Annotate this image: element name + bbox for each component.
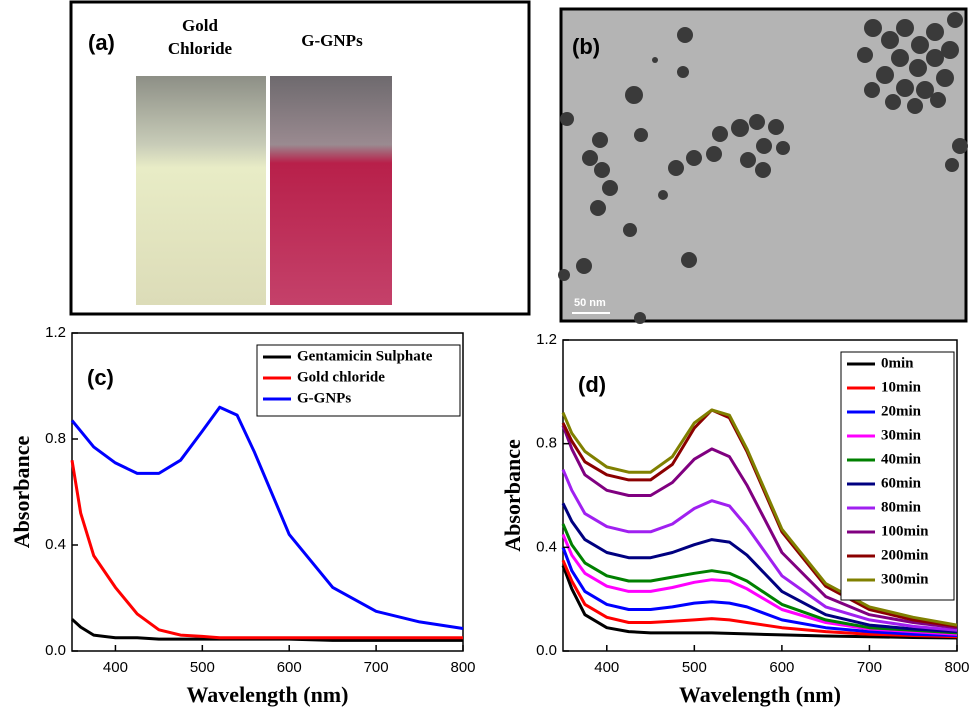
particle (755, 162, 771, 178)
x-tick-label: 500 (682, 659, 707, 676)
particle (625, 86, 643, 104)
y-axis-title: Absorbance (9, 436, 34, 549)
particle (885, 94, 901, 110)
particle (592, 132, 608, 148)
caption: Chloride (168, 39, 233, 58)
legend-label: 0min (881, 355, 914, 371)
caption: Gold (182, 16, 218, 35)
x-tick-label: 400 (103, 659, 128, 676)
particle (891, 49, 909, 67)
legend-label: 30min (881, 427, 922, 443)
particle (896, 79, 914, 97)
particle (582, 150, 598, 166)
particle (911, 36, 929, 54)
particle (749, 114, 765, 130)
legend-label: 40min (881, 451, 922, 467)
particle (945, 158, 959, 172)
particle (926, 23, 944, 41)
particle (681, 252, 697, 268)
particle (864, 19, 882, 37)
legend-label: 20min (881, 403, 922, 419)
series-line (72, 407, 463, 628)
legend-label: 300min (881, 571, 929, 587)
particle (909, 59, 927, 77)
y-tick-label: 0.0 (45, 642, 66, 659)
x-tick-label: 600 (277, 659, 302, 676)
particle (864, 82, 880, 98)
legend-label: 80min (881, 499, 922, 515)
particle (623, 223, 637, 237)
particle (731, 119, 749, 137)
particle (712, 126, 728, 142)
particle (677, 66, 689, 78)
y-tick-label: 1.2 (45, 324, 66, 341)
particle (857, 47, 873, 63)
x-tick-label: 600 (769, 659, 794, 676)
particle (941, 41, 959, 59)
scale-bar-label: 50 nm (574, 297, 606, 309)
particle (907, 98, 923, 114)
particle (560, 112, 574, 126)
particle (952, 138, 968, 154)
particle (686, 150, 702, 166)
caption: G-GNPs (301, 31, 363, 50)
panel-label: (b) (572, 34, 600, 59)
particle (756, 138, 772, 154)
x-tick-label: 700 (364, 659, 389, 676)
particle (768, 119, 784, 135)
legend-label: Gold chloride (297, 369, 385, 385)
x-axis-title: Wavelength (nm) (187, 682, 349, 707)
legend-label: 10min (881, 379, 922, 395)
legend-label: 200min (881, 547, 929, 563)
legend-label: 60min (881, 475, 922, 491)
particle (677, 27, 693, 43)
legend-label: G-GNPs (297, 390, 351, 406)
panel-label: (d) (578, 372, 606, 397)
photo-g-gnps (270, 76, 392, 305)
particle (576, 258, 592, 274)
particle (634, 128, 648, 142)
legend-label: Gentamicin Sulphate (297, 348, 433, 364)
photo-gold-chloride (136, 76, 266, 305)
particle (896, 19, 914, 37)
particle (668, 160, 684, 176)
particle (634, 312, 646, 324)
particle (930, 92, 946, 108)
y-axis-title: Absorbance (500, 439, 525, 552)
y-tick-label: 0.4 (45, 536, 66, 553)
particle (590, 200, 606, 216)
particle (706, 146, 722, 162)
particle (652, 57, 658, 63)
x-tick-label: 800 (944, 659, 969, 676)
particle (936, 69, 954, 87)
particle (881, 31, 899, 49)
panel-label: (c) (87, 365, 114, 390)
x-tick-label: 700 (857, 659, 882, 676)
y-tick-label: 0.4 (536, 538, 557, 555)
x-tick-label: 400 (594, 659, 619, 676)
particle (602, 180, 618, 196)
y-tick-label: 0.8 (45, 430, 66, 447)
figure: (a) Gold Chloride G-GNPs (b) 50 nm 400 50… (0, 0, 975, 715)
y-tick-label: 0.8 (536, 435, 557, 452)
particle (876, 66, 894, 84)
panel-label: (a) (88, 30, 115, 55)
y-tick-label: 0.0 (536, 642, 557, 659)
particle (594, 162, 610, 178)
particle (558, 269, 570, 281)
y-tick-label: 1.2 (536, 331, 557, 348)
particle (776, 141, 790, 155)
particle (658, 190, 668, 200)
particle (947, 12, 963, 28)
x-tick-label: 800 (450, 659, 475, 676)
x-tick-label: 500 (190, 659, 215, 676)
particle (740, 152, 756, 168)
legend-label: 100min (881, 523, 929, 539)
x-axis-title: Wavelength (nm) (679, 682, 841, 707)
